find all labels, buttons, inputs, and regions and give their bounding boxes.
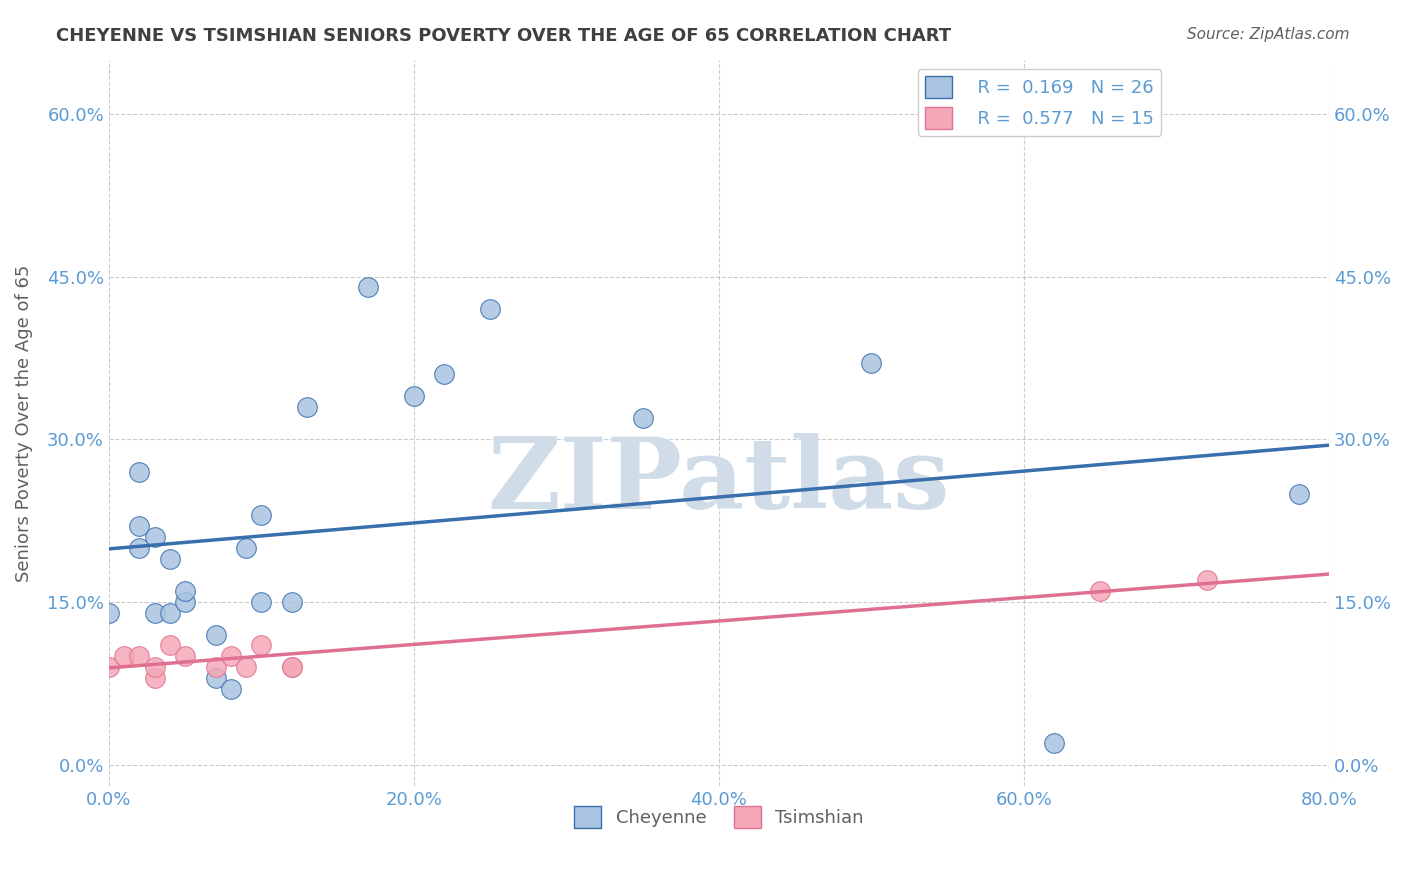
- Point: [1195, 574, 1218, 588]
- Point: [433, 368, 456, 382]
- Point: [159, 639, 181, 653]
- Point: [128, 519, 150, 533]
- Point: [1090, 584, 1112, 599]
- Point: [204, 671, 226, 685]
- Point: [143, 530, 166, 544]
- Point: [219, 649, 242, 664]
- Point: [128, 465, 150, 479]
- Point: [281, 660, 304, 674]
- Text: ZIPatlas: ZIPatlas: [488, 433, 950, 530]
- Point: [143, 671, 166, 685]
- Legend: Cheyenne, Tsimshian: Cheyenne, Tsimshian: [567, 799, 870, 836]
- Point: [97, 660, 120, 674]
- Point: [159, 551, 181, 566]
- Point: [250, 508, 273, 523]
- Point: [159, 606, 181, 620]
- Text: CHEYENNE VS TSIMSHIAN SENIORS POVERTY OVER THE AGE OF 65 CORRELATION CHART: CHEYENNE VS TSIMSHIAN SENIORS POVERTY OV…: [56, 27, 952, 45]
- Point: [281, 660, 304, 674]
- Point: [235, 541, 257, 555]
- Point: [281, 595, 304, 609]
- Y-axis label: Seniors Poverty Over the Age of 65: Seniors Poverty Over the Age of 65: [15, 264, 32, 582]
- Point: [204, 627, 226, 641]
- Point: [143, 606, 166, 620]
- Point: [204, 660, 226, 674]
- Point: [860, 356, 883, 370]
- Point: [235, 660, 257, 674]
- Point: [1043, 736, 1066, 750]
- Point: [357, 280, 380, 294]
- Point: [250, 595, 273, 609]
- Point: [479, 302, 502, 317]
- Point: [174, 649, 197, 664]
- Point: [174, 584, 197, 599]
- Point: [219, 681, 242, 696]
- Point: [128, 541, 150, 555]
- Point: [402, 389, 425, 403]
- Point: [631, 410, 654, 425]
- Point: [128, 649, 150, 664]
- Text: Source: ZipAtlas.com: Source: ZipAtlas.com: [1187, 27, 1350, 42]
- Point: [1288, 486, 1310, 500]
- Point: [174, 595, 197, 609]
- Point: [250, 639, 273, 653]
- Point: [295, 400, 318, 414]
- Point: [112, 649, 135, 664]
- Point: [143, 660, 166, 674]
- Point: [97, 606, 120, 620]
